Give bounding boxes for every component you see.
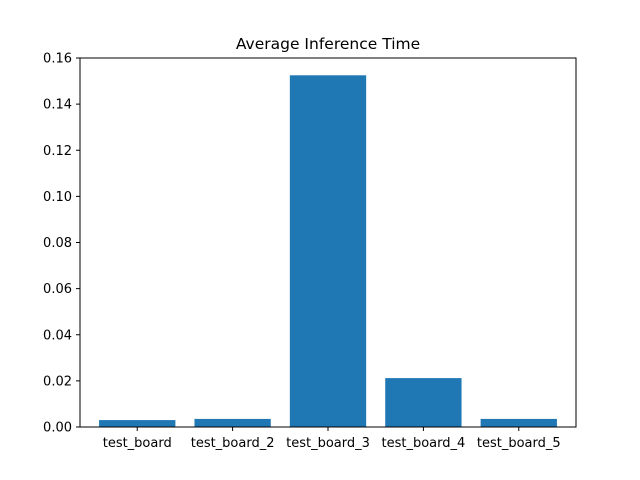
- bar-test_board_2: [194, 418, 271, 427]
- axes-layer: 0.00 0.02 0.04 0.06 0.08 0.10 0.12 0.14 0.16 test…: [43, 52, 577, 451]
- y-tick-label: 0.12: [43, 144, 72, 159]
- x-tick-label: test_board: [103, 436, 172, 451]
- chart-title: Average Inference Time: [236, 35, 420, 53]
- y-tick-label: 0.04: [43, 328, 72, 343]
- bar-test_board_3: [289, 75, 367, 427]
- bar-test_board_4: [385, 378, 462, 427]
- y-tick-label: 0.10: [43, 190, 72, 205]
- x-tick-label: test_board_4: [381, 436, 465, 451]
- y-tick-label: 0.14: [43, 98, 72, 113]
- y-tick-label: 0.02: [43, 374, 72, 389]
- bar-test_board_5: [480, 418, 557, 427]
- x-tick-label: test_board_2: [191, 436, 275, 451]
- bar-test_board: [99, 420, 176, 427]
- y-tick-label: 0.08: [43, 236, 72, 251]
- bars-layer: [99, 75, 557, 427]
- x-tick-label: test_board_3: [286, 436, 370, 451]
- x-tick-label: test_board_5: [477, 436, 561, 451]
- y-tick-label: 0.16: [43, 52, 72, 67]
- y-tick-label: 0.06: [43, 282, 72, 297]
- y-tick-label: 0.00: [43, 421, 72, 436]
